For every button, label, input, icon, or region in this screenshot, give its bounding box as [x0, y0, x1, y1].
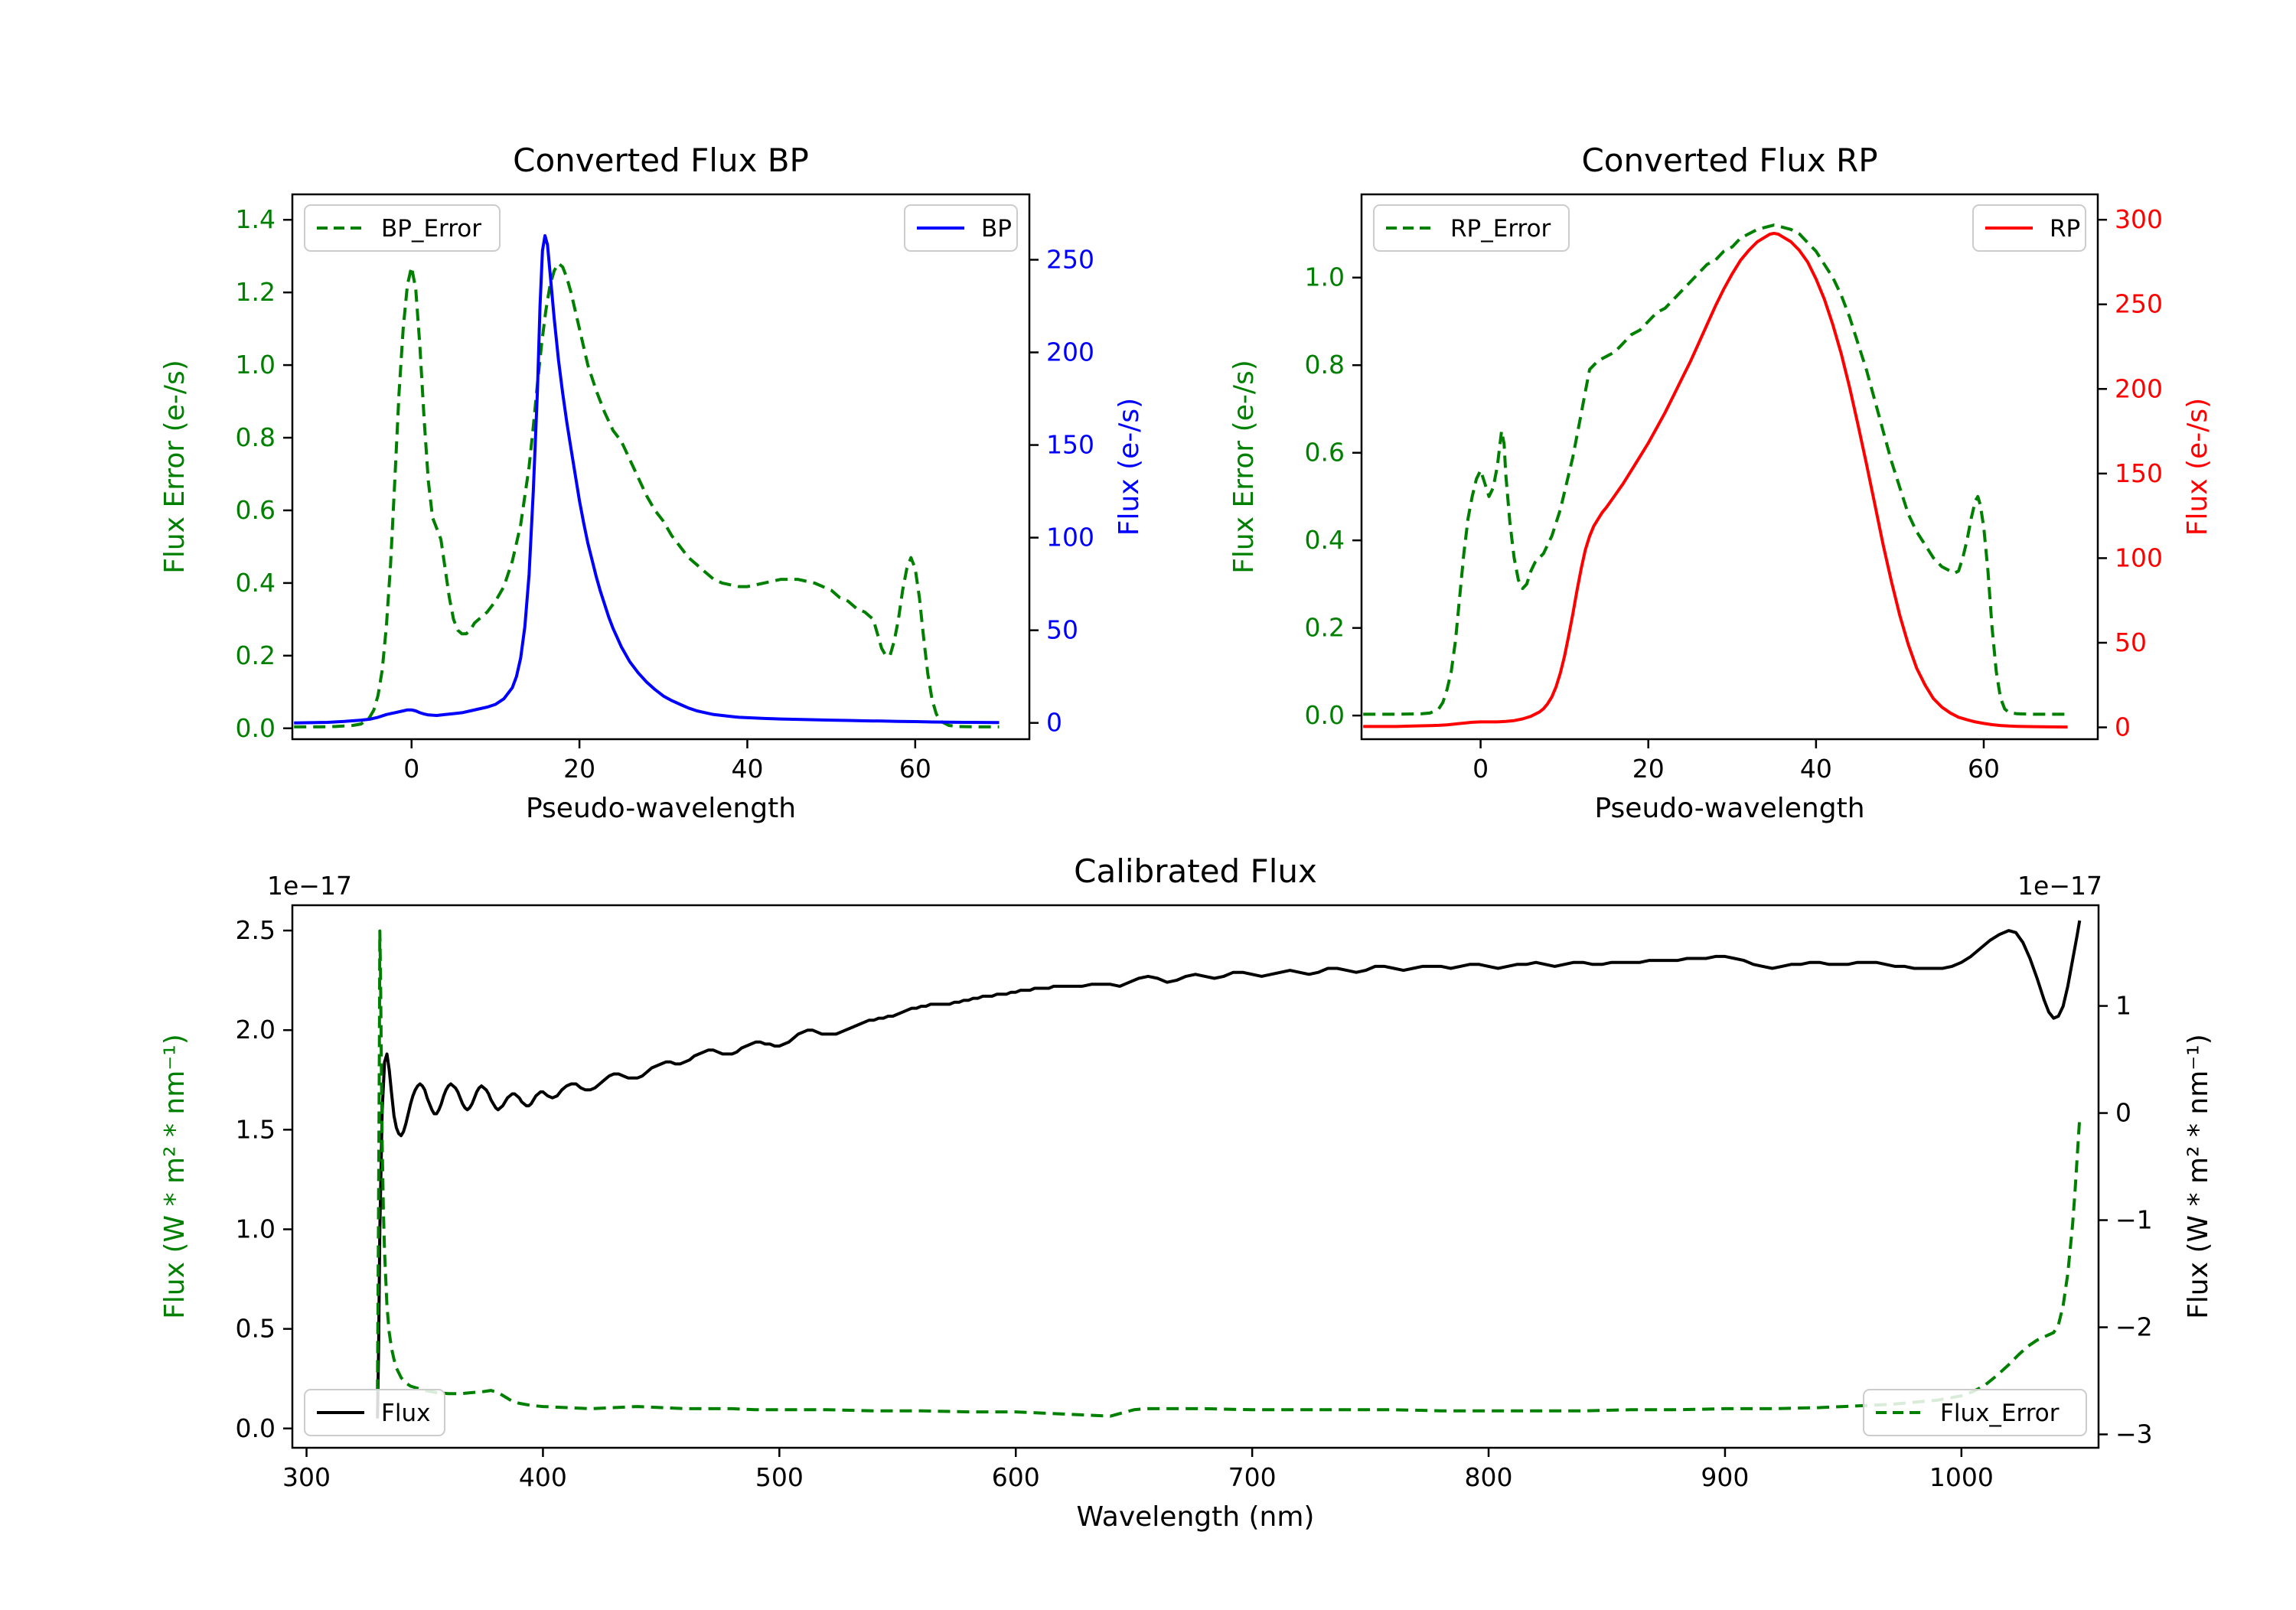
x-tick-label: 40: [731, 754, 763, 784]
left-tick-label: 0.8: [236, 422, 276, 452]
left-axis-label: Flux Error (e-/s): [1228, 360, 1260, 574]
left-axis-label: Flux Error (e-/s): [159, 360, 191, 574]
left-tick-label: 1.4: [236, 204, 276, 234]
left-tick-label: 0.2: [236, 640, 276, 670]
chart-bp: 0 20 40 60 0.0 0.2 0.4 0.6 0.8 1.0 1.2 1.4 0 50 100 150…: [159, 142, 1145, 824]
x-tick-label: 0: [1473, 754, 1489, 784]
right-tick-label: 0: [2115, 712, 2131, 742]
left-tick-label: 2.0: [236, 1015, 276, 1045]
right-tick-label: 250: [2115, 289, 2163, 319]
right-tick-label: 1: [2115, 991, 2131, 1021]
left-tick-label: 0.0: [236, 713, 276, 743]
right-tick-label: 100: [2115, 543, 2163, 572]
x-tick-label: 60: [1968, 754, 2000, 784]
right-tick-label: 200: [1046, 337, 1094, 367]
chart-rp: 0 20 40 60 0.0 0.2 0.4 0.6 0.8 1.0 0 50 100 150 200 250…: [1228, 142, 2213, 824]
left-tick-label: 0.6: [236, 495, 276, 525]
legend-box: [1373, 204, 1570, 252]
right-tick-label: −1: [2115, 1205, 2153, 1235]
x-tick-label: 600: [992, 1462, 1040, 1492]
legend-box: [304, 1389, 445, 1436]
x-tick-label: 60: [899, 754, 931, 784]
right-tick-label: 150: [2115, 458, 2163, 488]
left-tick-label: 0.0: [236, 1413, 276, 1443]
chart-title: Calibrated Flux: [1074, 852, 1317, 890]
right-tick-label: 0: [2115, 1098, 2131, 1128]
left-axis-label: Flux (W * m² * nm⁻¹): [159, 1034, 191, 1319]
x-tick-label: 400: [519, 1462, 567, 1492]
axes-frame: [291, 904, 2100, 1449]
right-axis-label: Flux (W * m² * nm⁻¹): [2183, 1034, 2214, 1319]
right-offset-text: 1e−17: [2017, 871, 2102, 901]
x-tick-label: 900: [1701, 1462, 1749, 1492]
right-tick-label: 100: [1046, 523, 1094, 552]
left-tick-label: 2.5: [236, 915, 276, 945]
left-tick-label: 0.8: [1305, 350, 1345, 380]
left-tick-label: 1.0: [236, 1214, 276, 1243]
right-axis-label: Flux (e-/s): [1114, 398, 1145, 536]
right-tick-label: 250: [1046, 244, 1094, 274]
series-bp_error: [294, 262, 1000, 728]
x-tick-label: 1000: [1929, 1462, 1994, 1492]
x-tick-label: 0: [403, 754, 419, 784]
x-tick-label: 800: [1465, 1462, 1513, 1492]
series-flux_error: [376, 929, 2082, 1418]
x-tick-label: 20: [563, 754, 595, 784]
left-tick-label: 0.2: [1305, 613, 1345, 643]
right-tick-label: 150: [1046, 430, 1094, 460]
axes-frame: [1360, 193, 2099, 741]
x-tick-label: 300: [282, 1462, 331, 1492]
legend-box: [304, 204, 501, 252]
x-tick-label: 700: [1228, 1462, 1277, 1492]
left-tick-label: 1.5: [236, 1114, 276, 1144]
x-tick-label: 500: [755, 1462, 804, 1492]
right-tick-label: 200: [2115, 373, 2163, 403]
legend-label: Flux: [381, 1400, 430, 1427]
right-tick-label: 50: [2115, 627, 2147, 657]
right-tick-label: −2: [2115, 1312, 2153, 1342]
chart-title: Converted Flux RP: [1581, 142, 1877, 179]
legend-label: BP_Error: [381, 215, 481, 243]
right-tick-label: 50: [1046, 615, 1078, 645]
left-tick-label: 1.2: [236, 277, 276, 307]
chart-calibrated: 300 400 500 600 700 800 900 1000 0.0 0.5 1.0 1.5 2.0…: [159, 852, 2214, 1533]
right-tick-label: 0: [1046, 708, 1062, 738]
left-tick-label: 1.0: [1305, 262, 1345, 292]
legend-label: Flux_Error: [1940, 1400, 2060, 1427]
x-tick-label: 20: [1632, 754, 1665, 784]
right-tick-label: 300: [2115, 204, 2163, 234]
x-axis-label: Wavelength (nm): [1077, 1501, 1315, 1533]
x-tick-label: 40: [1800, 754, 1832, 784]
legend-label: RP: [2050, 215, 2080, 243]
axes-frame: [291, 193, 1031, 741]
left-offset-text: 1e−17: [267, 871, 352, 901]
left-tick-label: 0.6: [1305, 438, 1345, 468]
left-tick-label: 0.5: [236, 1314, 276, 1344]
left-tick-label: 1.0: [236, 350, 276, 380]
series-bp: [294, 234, 1000, 725]
legend-label: RP_Error: [1450, 215, 1551, 243]
legend-label: BP: [981, 215, 1012, 243]
series-rp: [1363, 231, 2068, 729]
right-tick-label: −3: [2115, 1419, 2153, 1449]
x-axis-label: Pseudo-wavelength: [526, 793, 796, 824]
chart-title: Converted Flux BP: [513, 142, 809, 179]
left-tick-label: 0.4: [1305, 525, 1345, 555]
series-rp_error: [1363, 223, 2068, 716]
left-tick-label: 0.4: [236, 568, 276, 598]
left-tick-label: 0.0: [1305, 700, 1345, 730]
legend-box: [1863, 1389, 2087, 1436]
right-axis-label: Flux (e-/s): [2182, 398, 2213, 536]
x-axis-label: Pseudo-wavelength: [1594, 793, 1864, 824]
series-flux: [376, 920, 2082, 1419]
